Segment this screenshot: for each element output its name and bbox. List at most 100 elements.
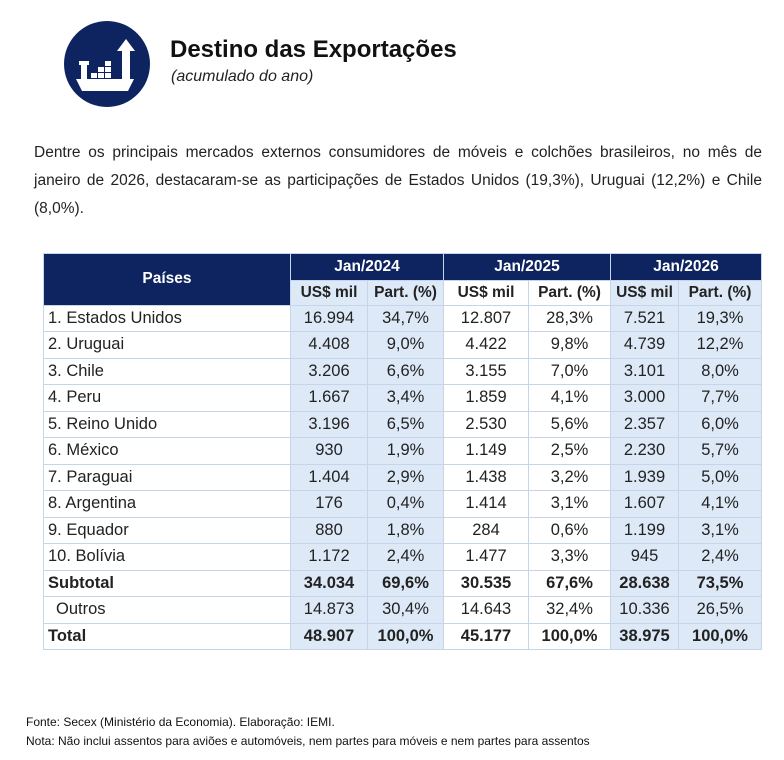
cargo-ship-export-icon <box>64 21 150 107</box>
value-cell: 2.357 <box>610 410 679 438</box>
value-cell: 3.196 <box>290 410 368 438</box>
value-cell: 67,6% <box>528 569 611 597</box>
value-cell: 34,7% <box>367 304 444 332</box>
value-cell: 7,7% <box>678 384 762 412</box>
value-cell: 3,1% <box>528 490 611 518</box>
subheader: US$ mil <box>610 279 679 306</box>
value-cell: 4.422 <box>443 331 529 359</box>
value-cell: 100,0% <box>528 622 611 650</box>
source-note: Fonte: Secex (Ministério da Economia). E… <box>26 715 335 729</box>
intro-paragraph: Dentre os principais mercados externos c… <box>34 144 762 217</box>
value-cell: 5,6% <box>528 410 611 438</box>
country-cell: Outros <box>43 596 291 624</box>
value-cell: 7,0% <box>528 357 611 385</box>
value-cell: 9,8% <box>528 331 611 359</box>
subheader: US$ mil <box>290 279 368 306</box>
value-cell: 8,0% <box>678 357 762 385</box>
country-cell: 7. Paraguai <box>43 463 291 491</box>
value-cell: 28,3% <box>528 304 611 332</box>
subheader: Part. (%) <box>528 279 611 306</box>
value-cell: 34.034 <box>290 569 368 597</box>
value-cell: 45.177 <box>443 622 529 650</box>
table-row: 9. Equador 880 1,8% 284 0,6% 1.199 3,1% <box>43 516 762 544</box>
table-row: Subtotal 34.034 69,6% 30.535 67,6% 28.638 73,5… <box>43 569 762 597</box>
value-cell: 12.807 <box>443 304 529 332</box>
value-cell: 100,0% <box>367 622 444 650</box>
table-row: 8. Argentina 176 0,4% 1.414 3,1% 1.607 4,1% <box>43 490 762 518</box>
exports-table: Países Jan/2024 Jan/2025 Jan/2026 US$ mi… <box>43 253 762 650</box>
value-cell: 1.607 <box>610 490 679 518</box>
value-cell: 2,5% <box>528 437 611 465</box>
table-row: 4. Peru 1.667 3,4% 1.859 4,1% 3.000 7,7% <box>43 384 762 412</box>
value-cell: 2,4% <box>678 543 762 571</box>
value-cell: 4,1% <box>528 384 611 412</box>
value-cell: 14.873 <box>290 596 368 624</box>
country-cell: 2. Uruguai <box>43 331 291 359</box>
value-cell: 3,1% <box>678 516 762 544</box>
country-cell: Total <box>43 622 291 650</box>
value-cell: 14.643 <box>443 596 529 624</box>
value-cell: 0,4% <box>367 490 444 518</box>
value-cell: 945 <box>610 543 679 571</box>
value-cell: 4.739 <box>610 331 679 359</box>
country-cell: 9. Equador <box>43 516 291 544</box>
value-cell: 73,5% <box>678 569 762 597</box>
value-cell: 2.230 <box>610 437 679 465</box>
value-cell: 5,0% <box>678 463 762 491</box>
value-cell: 3.206 <box>290 357 368 385</box>
value-cell: 30.535 <box>443 569 529 597</box>
country-cell: Subtotal <box>43 569 291 597</box>
table-row: 6. México 930 1,9% 1.149 2,5% 2.230 5,7% <box>43 437 762 465</box>
value-cell: 1.149 <box>443 437 529 465</box>
value-cell: 4,1% <box>678 490 762 518</box>
subheader: US$ mil <box>443 279 529 306</box>
country-cell: 10. Bolívia <box>43 543 291 571</box>
value-cell: 1,8% <box>367 516 444 544</box>
note: Nota: Não inclui assentos para aviões e … <box>26 734 590 748</box>
table-row: 2. Uruguai 4.408 9,0% 4.422 9,8% 4.739 12,2% <box>43 331 762 359</box>
country-cell: 5. Reino Unido <box>43 410 291 438</box>
value-cell: 6,0% <box>678 410 762 438</box>
value-cell: 284 <box>443 516 529 544</box>
country-cell: 1. Estados Unidos <box>43 304 291 332</box>
value-cell: 26,5% <box>678 596 762 624</box>
table-row: 1. Estados Unidos 16.994 34,7% 12.807 28,3% 7… <box>43 304 762 332</box>
value-cell: 0,6% <box>528 516 611 544</box>
value-cell: 100,0% <box>678 622 762 650</box>
value-cell: 1,9% <box>367 437 444 465</box>
value-cell: 3,3% <box>528 543 611 571</box>
value-cell: 1.404 <box>290 463 368 491</box>
table-row: 10. Bolívia 1.172 2,4% 1.477 3,3% 945 2,4% <box>43 543 762 571</box>
value-cell: 176 <box>290 490 368 518</box>
page-subtitle: (acumulado do ano) <box>171 68 314 85</box>
value-cell: 3.000 <box>610 384 679 412</box>
value-cell: 3,4% <box>367 384 444 412</box>
country-cell: 3. Chile <box>43 357 291 385</box>
value-cell: 4.408 <box>290 331 368 359</box>
value-cell: 1.859 <box>443 384 529 412</box>
value-cell: 1.414 <box>443 490 529 518</box>
value-cell: 19,3% <box>678 304 762 332</box>
table-row: 3. Chile 3.206 6,6% 3.155 7,0% 3.101 8,0% <box>43 357 762 385</box>
period-header: Jan/2024 <box>290 253 444 281</box>
value-cell: 3,2% <box>528 463 611 491</box>
value-cell: 930 <box>290 437 368 465</box>
value-cell: 2,4% <box>367 543 444 571</box>
value-cell: 5,7% <box>678 437 762 465</box>
subheader: Part. (%) <box>678 279 762 306</box>
value-cell: 10.336 <box>610 596 679 624</box>
country-cell: 6. México <box>43 437 291 465</box>
table-row: 5. Reino Unido 3.196 6,5% 2.530 5,6% 2.357 6,0… <box>43 410 762 438</box>
table-row: 7. Paraguai 1.404 2,9% 1.438 3,2% 1.939 5,0% <box>43 463 762 491</box>
value-cell: 1.939 <box>610 463 679 491</box>
period-header: Jan/2025 <box>443 253 611 281</box>
value-cell: 48.907 <box>290 622 368 650</box>
value-cell: 12,2% <box>678 331 762 359</box>
footer: Fonte: Secex (Ministério da Economia). E… <box>26 713 590 751</box>
value-cell: 32,4% <box>528 596 611 624</box>
table-row: Total 48.907 100,0% 45.177 100,0% 38.975 100,0… <box>43 622 762 650</box>
value-cell: 2,9% <box>367 463 444 491</box>
value-cell: 6,6% <box>367 357 444 385</box>
value-cell: 69,6% <box>367 569 444 597</box>
value-cell: 1.477 <box>443 543 529 571</box>
